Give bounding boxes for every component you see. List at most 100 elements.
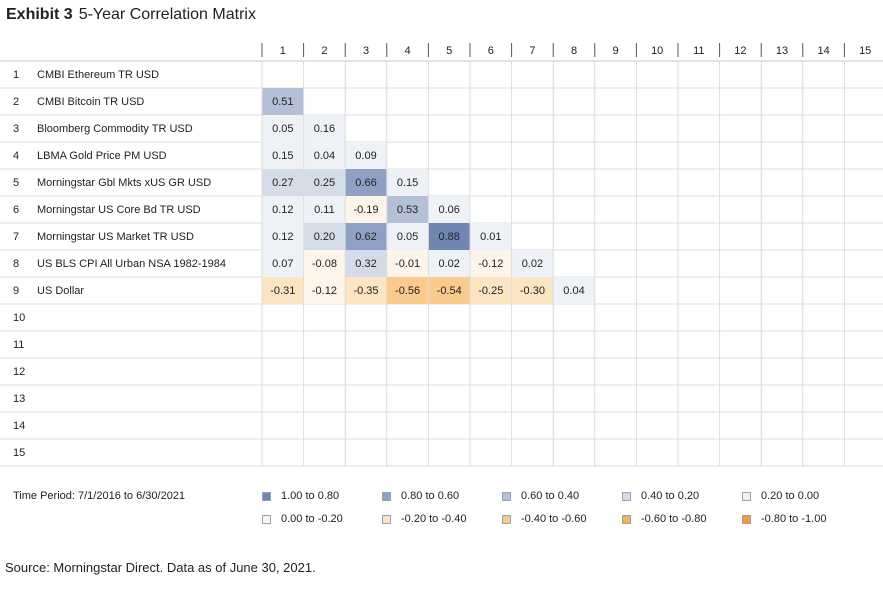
heatmap-cell	[303, 196, 346, 223]
heatmap-cell	[386, 223, 429, 250]
cell-value: 0.05	[397, 231, 418, 243]
legend-item: 0.20 to 0.00	[742, 490, 819, 502]
column-header: 7	[529, 45, 535, 57]
column-header: 2	[321, 45, 327, 57]
cell-value: -0.25	[478, 285, 503, 297]
column-header: 5	[446, 45, 452, 57]
cell-value: 0.66	[355, 177, 376, 189]
row-number: 5	[13, 177, 19, 189]
row-number: 1	[13, 69, 19, 81]
legend-label: -0.40 to -0.60	[521, 513, 587, 525]
legend-label: 0.60 to 0.40	[521, 490, 580, 502]
heatmap-cell	[303, 223, 346, 250]
legend-item: 0.80 to 0.60	[382, 490, 459, 502]
heatmap-cell	[345, 169, 387, 196]
legend-swatch	[382, 514, 391, 524]
cell-value: -0.31	[270, 285, 295, 297]
heatmap-cell	[428, 196, 470, 223]
row-number: 15	[13, 447, 25, 459]
legend-swatch	[742, 491, 751, 501]
heatmap-cell	[511, 250, 554, 277]
heatmap-cell	[470, 223, 512, 250]
cell-value: 0.88	[438, 231, 459, 243]
column-header: 14	[817, 45, 829, 57]
heatmap-cell	[345, 142, 387, 169]
row-label: Morningstar US Core Bd TR USD	[37, 204, 201, 216]
column-header: 10	[651, 45, 663, 57]
exhibit-label: Exhibit 3	[6, 6, 73, 23]
heatmap-cell	[303, 250, 346, 277]
heatmap-cell	[345, 250, 387, 277]
heatmap-cell	[428, 250, 470, 277]
heatmap-cell	[303, 169, 346, 196]
cell-value: 0.27	[272, 177, 293, 189]
cell-value: -0.01	[395, 258, 420, 270]
cell-value: 0.15	[272, 150, 293, 162]
heatmap-cell	[511, 277, 554, 304]
row-label: Morningstar US Market TR USD	[37, 231, 194, 243]
heatmap-cell	[345, 196, 387, 223]
heatmap-cell	[303, 115, 346, 142]
legend-swatch	[502, 491, 511, 501]
cell-value: -0.54	[437, 285, 462, 297]
heatmap-cell	[428, 277, 470, 304]
legend-item: -0.80 to -1.00	[742, 513, 826, 525]
row-number: 8	[13, 258, 19, 270]
legend-item: 0.60 to 0.40	[502, 490, 579, 502]
heatmap-cell	[262, 142, 304, 169]
row-label: CMBI Bitcoin TR USD	[37, 96, 144, 108]
column-header: 4	[405, 45, 411, 57]
row-number: 10	[13, 312, 25, 324]
column-header: 12	[734, 45, 746, 57]
column-header: 15	[859, 45, 871, 57]
legend-item: 0.00 to -0.20	[262, 513, 343, 525]
heatmap-cell	[262, 115, 304, 142]
cell-value: 0.32	[355, 258, 376, 270]
column-header: 13	[776, 45, 788, 57]
heatmap-cell	[553, 277, 595, 304]
row-number: 6	[13, 204, 19, 216]
legend-item: -0.20 to -0.40	[382, 513, 466, 525]
column-header: 1	[280, 45, 286, 57]
legend-label: 0.00 to -0.20	[281, 513, 343, 525]
row-number: 2	[13, 96, 19, 108]
correlation-matrix: 1 2 3 4 5 6 7 8 9 10 11 12 13 14 151 CMBI Ethereum TR U…	[0, 43, 883, 467]
row-number: 7	[13, 231, 19, 243]
heatmap-cell	[262, 196, 304, 223]
legend-label: -0.60 to -0.80	[641, 513, 707, 525]
cell-value: -0.12	[312, 285, 337, 297]
row-label: LBMA Gold Price PM USD	[37, 150, 167, 162]
heatmap-cell	[386, 277, 429, 304]
row-number: 14	[13, 420, 25, 432]
row-number: 12	[13, 366, 25, 378]
row-number: 3	[13, 123, 19, 135]
heatmap-cell	[345, 277, 387, 304]
legend-item: -0.40 to -0.60	[502, 513, 586, 525]
column-header: 6	[488, 45, 494, 57]
legend-item: 1.00 to 0.80	[262, 490, 339, 502]
cell-value: 0.51	[272, 96, 293, 108]
row-number: 9	[13, 285, 19, 297]
cell-value: -0.19	[353, 204, 378, 216]
chart-title: Exhibit 3 5-Year Correlation Matrix	[6, 6, 256, 24]
heatmap-cell	[470, 250, 512, 277]
row-label: Morningstar Gbl Mkts xUS GR USD	[37, 177, 211, 189]
row-label: CMBI Ethereum TR USD	[37, 69, 159, 81]
row-label: US Dollar	[37, 285, 84, 297]
legend-swatch	[262, 491, 271, 501]
cell-value: 0.12	[272, 204, 293, 216]
heatmap-cell	[262, 169, 304, 196]
legend-swatch	[502, 514, 511, 524]
legend-label: 1.00 to 0.80	[281, 490, 340, 502]
heatmap-cell	[470, 277, 512, 304]
cell-value: 0.04	[563, 285, 584, 297]
legend-label: -0.20 to -0.40	[401, 513, 467, 525]
legend-swatch	[622, 491, 631, 501]
cell-value: 0.20	[314, 231, 335, 243]
cell-value: 0.02	[438, 258, 459, 270]
heatmap-cell	[386, 250, 429, 277]
cell-value: 0.11	[314, 204, 335, 216]
cell-value: 0.02	[522, 258, 543, 270]
heatmap-cell	[428, 223, 470, 250]
legend-swatch	[382, 491, 391, 501]
